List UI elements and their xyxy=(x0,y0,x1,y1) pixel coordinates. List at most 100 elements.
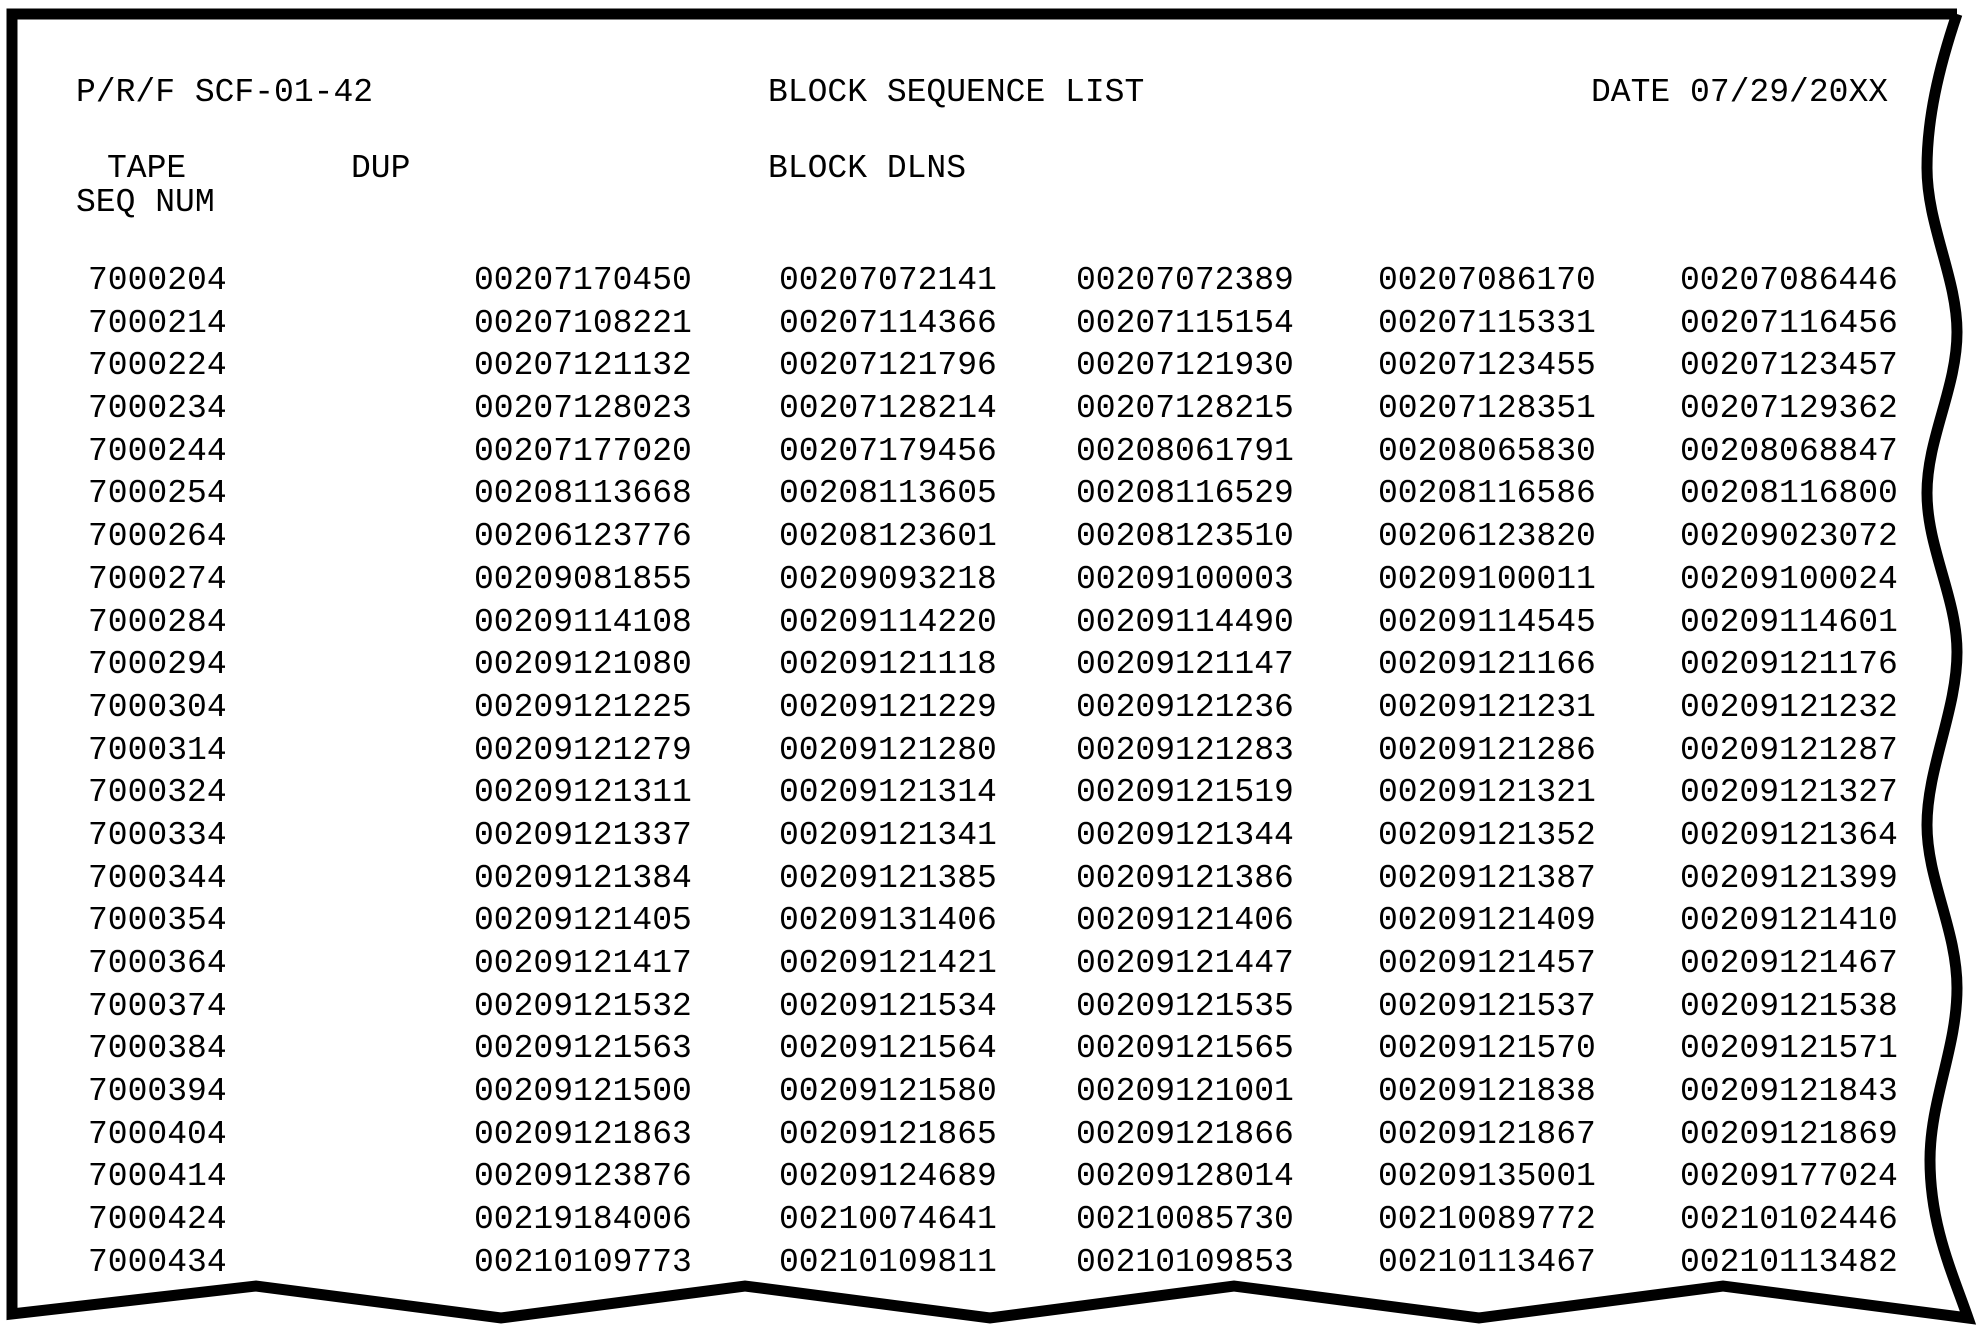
page-title: BLOCK SEQUENCE LIST xyxy=(768,74,1145,111)
block-dln-cell: 00209121166 xyxy=(1378,646,1596,684)
block-dln-cell: 00209114108 xyxy=(474,603,692,641)
table-row: 7000354 00209121405 00209131406 00209121… xyxy=(0,904,1978,947)
table-row: 7000324 00209121311 00209121314 00209121… xyxy=(0,776,1978,819)
block-dln-cell: 00209121280 xyxy=(779,731,997,769)
block-dln-cell: 00207115331 xyxy=(1378,304,1596,342)
block-dln-cell: 00209121321 xyxy=(1378,774,1596,812)
table-row: 7000254 00208113668 00208113605 00208116… xyxy=(0,477,1978,520)
block-dln-cell: 00209121080 xyxy=(474,646,692,684)
table-row: 7000274 00209081855 00209093218 00209100… xyxy=(0,563,1978,606)
block-dln-cell: 00209121341 xyxy=(779,816,997,854)
block-dln-cell: 00209121386 xyxy=(1076,859,1294,897)
block-dln-cell: 00207179456 xyxy=(779,432,997,470)
block-dln-cell: 00209121867 xyxy=(1378,1115,1596,1153)
block-dln-cell: 00208065830 xyxy=(1378,432,1596,470)
block-dln-cell: 00207114366 xyxy=(779,304,997,342)
block-dln-cell: 00209121364 xyxy=(1680,816,1898,854)
block-dln-cell: 00209121838 xyxy=(1378,1073,1596,1111)
table-row: 7000284 00209114108 00209114220 00209114… xyxy=(0,606,1978,649)
tape-seq-num-cell: 7000414 xyxy=(88,1158,227,1196)
tape-seq-num-cell: 7000344 xyxy=(88,859,227,897)
block-dln-cell: 00209121564 xyxy=(779,1030,997,1068)
block-dln-cell: 00209100024 xyxy=(1680,560,1898,598)
tape-seq-num-cell: 7000354 xyxy=(88,902,227,940)
block-dln-cell: 00208068847 xyxy=(1680,432,1898,470)
table-row: 7000364 00209121417 00209121421 00209121… xyxy=(0,947,1978,990)
block-dln-cell: 00209135001 xyxy=(1378,1158,1596,1196)
block-dln-cell: 00209124689 xyxy=(779,1158,997,1196)
block-dln-cell: 00209121869 xyxy=(1680,1115,1898,1153)
block-dln-cell: 00209121457 xyxy=(1378,945,1596,982)
block-dln-cell: 00209123876 xyxy=(474,1158,692,1196)
tape-seq-num-cell: 7000424 xyxy=(88,1201,227,1239)
table-row: 7000264 00206123776 00208123601 00208123… xyxy=(0,520,1978,563)
block-dln-cell: 00209121236 xyxy=(1076,688,1294,726)
block-dln-cell: 00207108221 xyxy=(474,304,692,342)
table-row: 7000234 00207128023 00207128214 00207128… xyxy=(0,392,1978,435)
block-dln-cell: 00207128023 xyxy=(474,390,692,428)
table-row: 7000334 00209121337 00209121341 00209121… xyxy=(0,819,1978,862)
block-dln-cell: 00209121344 xyxy=(1076,816,1294,854)
block-dln-cell: 00209121327 xyxy=(1680,774,1898,812)
block-dln-cell: 00206123820 xyxy=(1378,518,1596,556)
table-row: 7000434 00210109773 00210109811 00210109… xyxy=(0,1246,1978,1289)
block-dln-cell: 00209121225 xyxy=(474,688,692,726)
block-dln-cell: 00207121796 xyxy=(779,347,997,385)
tape-seq-num-cell: 7000234 xyxy=(88,390,227,428)
block-dln-cell: 00209121147 xyxy=(1076,646,1294,684)
table-row: 7000384 00209121563 00209121564 00209121… xyxy=(0,1032,1978,1075)
block-dln-cell: 00209121279 xyxy=(474,731,692,769)
block-dln-cell: 00208061791 xyxy=(1076,432,1294,470)
block-dln-cell: 00209114220 xyxy=(779,603,997,641)
tape-seq-num-cell: 7000254 xyxy=(88,475,227,513)
tape-seq-num-cell: 7000384 xyxy=(88,1030,227,1068)
block-dln-cell: 00207128214 xyxy=(779,390,997,428)
block-dln-cell: 00207086170 xyxy=(1378,262,1596,299)
table-row: 7000404 00209121863 00209121865 00209121… xyxy=(0,1118,1978,1161)
block-dln-cell: 00209121570 xyxy=(1378,1030,1596,1068)
block-dln-cell: 00207115154 xyxy=(1076,304,1294,342)
block-dln-cell: 00209121387 xyxy=(1378,859,1596,897)
table-row: 7000424 00219184006 00210074641 00210085… xyxy=(0,1203,1978,1246)
tape-seq-num-cell: 7000284 xyxy=(88,603,227,641)
block-dln-cell: 00209121283 xyxy=(1076,731,1294,769)
block-dln-cell: 00210109853 xyxy=(1076,1243,1294,1281)
tape-seq-num-cell: 7000244 xyxy=(88,432,227,470)
column-header-tape: TAPE xyxy=(107,150,187,187)
block-dln-cell: 00210085730 xyxy=(1076,1201,1294,1239)
block-dln-cell: 00208116800 xyxy=(1680,475,1898,513)
block-dln-cell: 00209121311 xyxy=(474,774,692,812)
block-dln-cell: 00209121500 xyxy=(474,1073,692,1111)
block-dln-cell: 00209121232 xyxy=(1680,688,1898,726)
block-dln-cell: 00209121565 xyxy=(1076,1030,1294,1068)
block-dln-cell: 00209121286 xyxy=(1378,731,1596,769)
block-dln-cell: 00209121421 xyxy=(779,945,997,982)
block-dln-cell: 00209121538 xyxy=(1680,987,1898,1025)
block-dln-cell: 00209121571 xyxy=(1680,1030,1898,1068)
block-dln-cell: 00210074641 xyxy=(779,1201,997,1239)
block-dln-cell: 00207170450 xyxy=(474,262,692,299)
block-dln-cell: 00209121176 xyxy=(1680,646,1898,684)
block-dln-cell: 00207123457 xyxy=(1680,347,1898,385)
tape-seq-num-cell: 7000224 xyxy=(88,347,227,385)
block-dln-cell: 00209131406 xyxy=(779,902,997,940)
block-dln-cell: 00209121417 xyxy=(474,945,692,982)
table-row: 7000394 00209121500 00209121580 00209121… xyxy=(0,1075,1978,1118)
column-header-dup: DUP xyxy=(351,150,411,187)
tape-seq-num-cell: 7000364 xyxy=(88,945,227,982)
table-row: 7000314 00209121279 00209121280 00209121… xyxy=(0,734,1978,777)
block-dln-cell: 00209121384 xyxy=(474,859,692,897)
block-dln-cell: 00209121865 xyxy=(779,1115,997,1153)
report-date: DATE 07/29/20XX xyxy=(1591,74,1889,111)
table-row: 7000294 00209121080 00209121118 00209121… xyxy=(0,648,1978,691)
block-dln-cell: 00209121405 xyxy=(474,902,692,940)
table-row: 7000244 00207177020 00207179456 00208061… xyxy=(0,435,1978,478)
column-header-block-dlns: BLOCK DLNS xyxy=(768,150,967,187)
block-dln-cell: 00209121409 xyxy=(1378,902,1596,940)
block-dln-cell: 00209121385 xyxy=(779,859,997,897)
block-dln-cell: 00208113605 xyxy=(779,475,997,513)
tape-seq-num-cell: 7000404 xyxy=(88,1115,227,1153)
block-dln-cell: 00209121580 xyxy=(779,1073,997,1111)
block-dln-cell: 00209121532 xyxy=(474,987,692,1025)
